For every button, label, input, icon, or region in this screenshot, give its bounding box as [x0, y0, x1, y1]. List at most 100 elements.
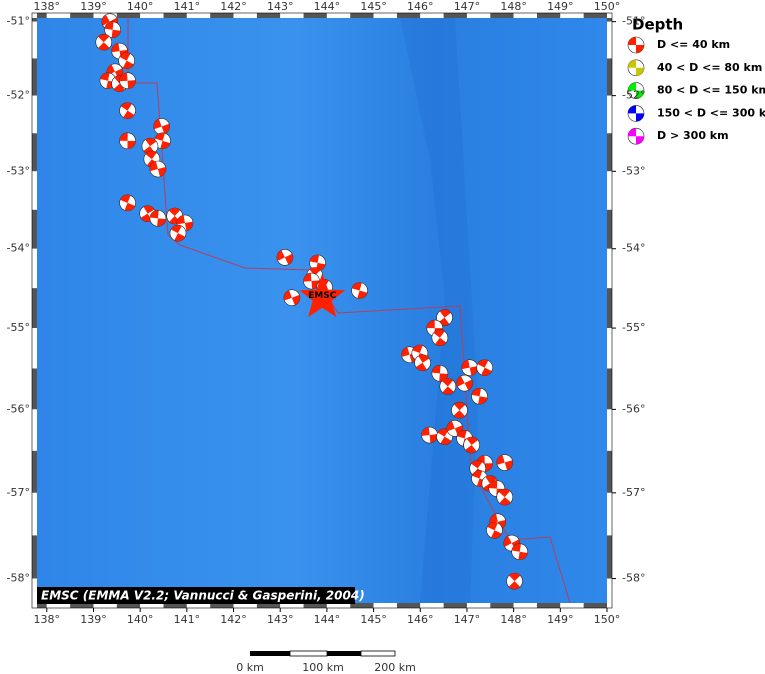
attribution-box [37, 587, 355, 604]
frame-segment [303, 603, 327, 608]
ball-quadrant [143, 138, 157, 155]
beach-ball [431, 365, 449, 382]
events [95, 13, 529, 590]
beach-ball [456, 374, 473, 392]
frame-segment [443, 13, 467, 18]
ball-quadrant [441, 378, 454, 395]
frame-segment [303, 13, 327, 18]
frame-segment [513, 603, 537, 608]
frame-segment [373, 13, 397, 18]
frame-segment [37, 603, 47, 608]
frame-segment [560, 603, 584, 608]
ball-quadrant [276, 250, 293, 265]
beach-ball [421, 426, 438, 444]
frame-segment [607, 18, 612, 22]
ball-quadrant [170, 225, 186, 242]
beach-ball [95, 33, 113, 51]
frame-segment [32, 450, 37, 493]
frame-segment [163, 603, 187, 608]
frame-segment [607, 578, 612, 603]
lon-label: 142° [220, 0, 247, 13]
beach-ball [153, 118, 170, 135]
map-frame [31, 12, 613, 609]
ball-quadrant [456, 376, 473, 391]
beach-ball [471, 387, 488, 405]
frame-segment [32, 368, 37, 410]
lat-label: -58° [622, 572, 645, 585]
frame-segment [607, 133, 612, 172]
ball-quadrant [351, 282, 368, 299]
ball-quadrant [487, 522, 502, 539]
frame-segment [326, 603, 351, 608]
ball-quadrant [177, 215, 193, 231]
frame-segment [513, 13, 537, 18]
frame-segment [536, 13, 561, 18]
ball-quadrant [154, 132, 171, 149]
beach-ball [141, 137, 159, 155]
legend-label: 40 < D <= 80 km [657, 61, 762, 74]
lon-label: 150° [594, 613, 621, 626]
lon-label: 142° [220, 613, 247, 626]
beach-ball [119, 194, 136, 212]
ball-quadrant [120, 102, 135, 119]
beach-ball [511, 543, 529, 561]
frame-segment [607, 95, 612, 134]
ball-quadrant [483, 475, 497, 492]
frame-segment [70, 13, 94, 18]
lat-label: -53° [7, 164, 30, 177]
lat-label: -51° [622, 15, 645, 28]
ball-quadrant [489, 513, 506, 530]
attribution: EMSC (EMMA V2.2; Vannucci & Gasperini, 2… [41, 589, 365, 603]
ball-quadrant [119, 72, 136, 89]
frame-segment [560, 13, 584, 18]
lon-label: 139° [80, 0, 107, 13]
lon-label: 143° [267, 0, 294, 13]
frame-segment [32, 288, 37, 329]
lat-label: -57° [622, 486, 645, 499]
ball-quadrant [140, 205, 155, 222]
beach-ball [119, 102, 136, 119]
epicenter-star [299, 273, 346, 318]
ball-quadrant [283, 290, 300, 306]
ball-quadrant [437, 428, 452, 445]
frame-segment [420, 13, 444, 18]
scale-label: 200 km [374, 661, 416, 674]
frame-segment [32, 328, 37, 369]
frame-segment [607, 535, 612, 579]
ball-quadrant [153, 118, 170, 134]
lon-label: 147° [454, 613, 481, 626]
lon-label: 144° [314, 613, 341, 626]
beach-ball [149, 160, 167, 178]
frame-segment [140, 603, 164, 608]
scale-label: 100 km [302, 661, 344, 674]
lon-label: 148° [500, 0, 527, 13]
beach-ball [351, 282, 368, 299]
lat-label: -54° [7, 242, 30, 255]
ball-quadrant [149, 161, 166, 177]
lat-label: -51° [7, 15, 30, 28]
ball-quadrant [120, 194, 135, 211]
frame-segment [32, 21, 37, 59]
epicenter-label: EMSC [308, 291, 337, 301]
frame-segment [256, 13, 281, 18]
frame-segment [466, 603, 491, 608]
frame-segment [32, 95, 37, 134]
frame-segment [536, 603, 561, 608]
lon-label: 145° [360, 0, 387, 13]
beach-ball [119, 72, 136, 90]
frame-segment [607, 450, 612, 493]
beach-ball [303, 272, 320, 290]
lon-label: 141° [174, 613, 201, 626]
beach-ball [118, 52, 135, 69]
frame-segment [32, 578, 37, 603]
scale-bar [250, 650, 396, 657]
ball-quadrant [421, 427, 438, 443]
lon-label: 141° [174, 0, 201, 13]
lat-label: -54° [622, 242, 645, 255]
lat-label: -55° [622, 321, 645, 334]
ball-quadrant [496, 454, 513, 471]
ball-quadrant [119, 52, 134, 69]
ball-quadrant [508, 573, 521, 590]
beach-ball [627, 82, 645, 99]
